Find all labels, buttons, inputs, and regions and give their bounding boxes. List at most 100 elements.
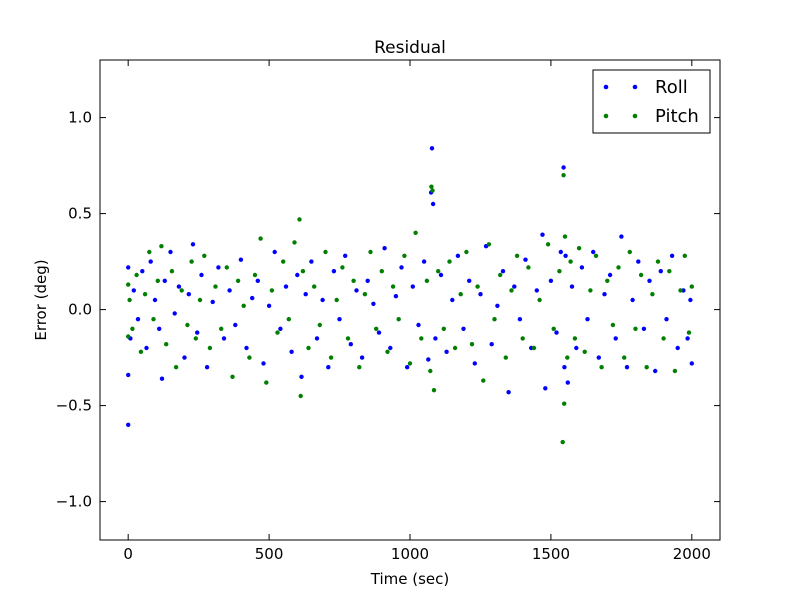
roll-point <box>602 292 607 297</box>
y-tick-label: 0.0 <box>68 301 92 319</box>
points-layer <box>126 146 694 445</box>
pitch-point <box>428 368 433 374</box>
pitch-point <box>189 259 194 264</box>
pitch-point <box>164 342 169 347</box>
roll-point <box>495 303 500 308</box>
pitch-point <box>407 361 413 366</box>
pitch-point <box>430 188 435 193</box>
pitch-point <box>317 322 322 328</box>
pitch-point <box>452 345 458 351</box>
roll-point <box>596 355 601 360</box>
pitch-point <box>545 242 551 247</box>
roll-point <box>382 246 387 251</box>
series-pitch <box>126 173 694 445</box>
pitch-point <box>599 365 604 370</box>
pitch-point <box>312 284 317 289</box>
pitch-point <box>252 272 258 278</box>
roll-point <box>278 326 283 331</box>
y-tick-label: 1.0 <box>68 109 92 127</box>
pitch-point <box>351 278 356 283</box>
roll-point <box>467 278 472 283</box>
roll-point <box>168 249 173 255</box>
series-roll <box>126 146 694 427</box>
pitch-point <box>138 349 144 354</box>
roll-point <box>272 249 277 255</box>
pitch-point <box>345 336 351 341</box>
roll-point <box>675 345 680 351</box>
roll-point <box>554 330 559 335</box>
legend-pitch-marker-2 <box>632 113 638 119</box>
roll-point <box>190 242 196 247</box>
roll-point <box>172 311 177 316</box>
pitch-point <box>667 269 672 274</box>
roll-point <box>126 265 131 270</box>
roll-point <box>210 299 215 305</box>
roll-point <box>689 361 694 366</box>
pitch-point <box>531 345 537 351</box>
pitch-point <box>235 278 241 283</box>
pitch-point <box>572 336 578 341</box>
x-tick-label: 500 <box>255 545 284 563</box>
pitch-point <box>622 355 627 360</box>
pitch-point <box>286 317 291 322</box>
roll-point <box>543 386 548 391</box>
roll-point <box>653 368 658 374</box>
pitch-point <box>169 269 175 274</box>
pitch-point <box>689 284 694 289</box>
x-axis-label: Time (sec) <box>370 570 449 588</box>
roll-point <box>399 265 404 270</box>
roll-point <box>562 365 567 370</box>
pitch-point <box>298 393 303 399</box>
pitch-point <box>561 173 566 178</box>
roll-point <box>430 201 436 207</box>
x-tick-label: 1000 <box>391 545 429 563</box>
roll-point <box>688 297 693 303</box>
pitch-point <box>560 439 565 445</box>
roll-point <box>664 317 669 322</box>
roll-point <box>500 269 506 274</box>
roll-point <box>563 253 568 258</box>
roll-point <box>135 317 141 322</box>
roll-point <box>585 317 590 322</box>
pitch-point <box>173 365 179 370</box>
pitch-point <box>185 322 190 328</box>
pitch-point <box>127 297 132 303</box>
roll-point <box>244 345 249 351</box>
roll-point <box>421 259 427 264</box>
roll-point <box>579 265 585 270</box>
roll-point <box>376 330 382 335</box>
roll-point <box>337 317 342 322</box>
roll-point <box>433 336 438 341</box>
pitch-point <box>537 297 542 303</box>
roll-point <box>289 349 294 354</box>
roll-point <box>489 342 494 347</box>
pitch-point <box>686 330 692 335</box>
roll-point <box>574 345 579 351</box>
roll-point <box>619 234 624 239</box>
roll-point <box>266 303 272 308</box>
pitch-point <box>258 236 263 241</box>
roll-point <box>131 288 136 293</box>
pitch-point <box>134 272 139 278</box>
pitch-point <box>179 288 184 293</box>
roll-point <box>331 269 337 274</box>
roll-point <box>359 355 365 360</box>
roll-point <box>152 297 158 303</box>
roll-point <box>393 294 399 299</box>
legend-roll-label: Roll <box>655 77 688 98</box>
pitch-point <box>155 278 160 283</box>
pitch-point <box>429 184 434 189</box>
pitch-point <box>568 259 573 264</box>
roll-point <box>438 272 444 278</box>
pitch-point <box>678 288 683 293</box>
roll-point <box>636 259 641 264</box>
roll-point <box>416 322 421 328</box>
pitch-point <box>390 284 396 289</box>
legend-roll-marker-1 <box>603 84 609 90</box>
pitch-point <box>562 401 567 406</box>
pitch-point <box>551 326 556 331</box>
legend-roll-marker-2 <box>632 84 638 90</box>
pitch-point <box>498 272 503 278</box>
pitch-point <box>247 355 252 360</box>
